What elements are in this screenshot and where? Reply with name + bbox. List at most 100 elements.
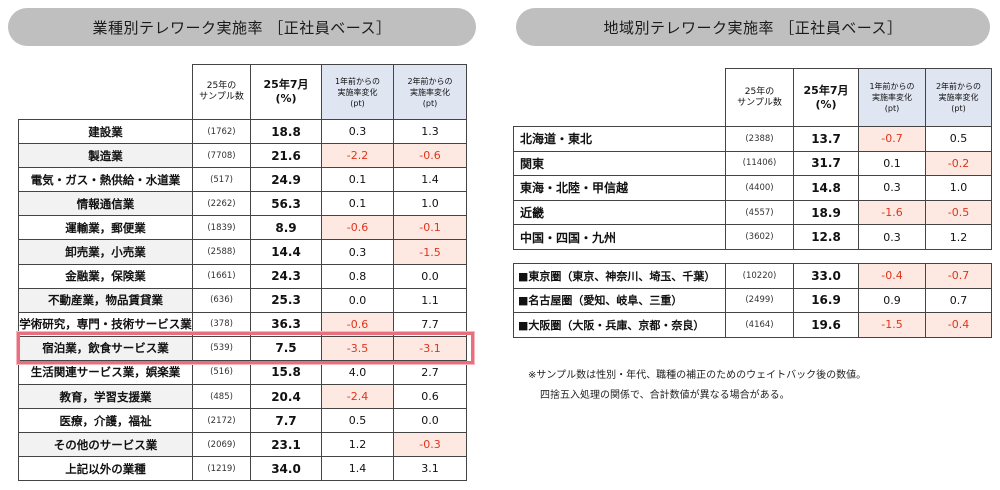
table-row: ■東京圏（東京、神奈川、埼玉、千葉） (10220) 33.0 -0.4 -0.7 <box>513 263 992 289</box>
change-2y: -0.5 <box>925 199 992 226</box>
header-sample: 25年の サンプル数 <box>725 68 794 127</box>
sample-count: (485) <box>192 384 251 410</box>
change-1y: -1.6 <box>858 199 926 226</box>
sample-count: (516) <box>192 359 251 386</box>
industry-table: 25年の サンプル数 25年7月 (%) 1年前からの 実施率変化 (pt) 2年前から… <box>18 64 467 482</box>
table-row: 生活関連サービス業，娯楽業 (516) 15.8 4.0 2.7 <box>18 359 467 386</box>
sample-count: (4400) <box>725 175 794 201</box>
change-2y: 2.7 <box>393 359 467 386</box>
table-row: 建設業 (1762) 18.8 0.3 1.3 <box>18 118 467 145</box>
change-2y: -0.2 <box>925 150 992 177</box>
change-1y: -0.4 <box>858 263 926 289</box>
change-1y: -1.5 <box>858 312 926 338</box>
row-label: ■大阪圏（大阪・兵庫、京都・奈良） <box>513 312 726 338</box>
rate-value: 25.3 <box>250 287 322 313</box>
sample-count: (517) <box>192 167 251 193</box>
sample-count: (539) <box>192 335 251 361</box>
table-row: 医療，介護，福祉 (2172) 7.7 0.5 0.0 <box>18 408 467 434</box>
table-row: その他のサービス業 (2069) 23.1 1.2 -0.3 <box>18 432 467 458</box>
sample-count: (378) <box>192 311 251 337</box>
sample-count: (1219) <box>192 456 251 482</box>
rate-value: 14.8 <box>793 175 859 201</box>
table-row: 教育，学習支援業 (485) 20.4 -2.4 0.6 <box>18 384 467 410</box>
change-2y: -0.6 <box>393 143 467 169</box>
row-label: 建設業 <box>18 118 193 145</box>
header-rate: 25年7月 (%) <box>250 64 322 120</box>
sample-count: (2262) <box>192 191 251 217</box>
change-2y: -0.1 <box>393 215 467 241</box>
row-label: 東海・北陸・甲信越 <box>513 175 726 201</box>
change-1y: -2.4 <box>321 384 394 410</box>
change-2y: 0.6 <box>393 384 467 410</box>
row-label: 金融業，保険業 <box>18 263 193 289</box>
row-label: 学術研究，専門・技術サービス業 <box>18 311 193 337</box>
change-2y: 1.0 <box>925 175 992 201</box>
sample-count: (10220) <box>725 263 794 289</box>
sample-count: (2588) <box>192 239 251 265</box>
change-1y: 0.3 <box>858 224 926 250</box>
change-1y: 1.4 <box>321 456 394 482</box>
change-2y: -0.3 <box>393 432 467 458</box>
sample-count: (2388) <box>725 126 794 152</box>
rate-value: 8.9 <box>250 215 322 241</box>
change-1y: 0.0 <box>321 287 394 313</box>
sample-count: (4557) <box>725 199 794 226</box>
row-label: 医療，介護，福祉 <box>18 408 193 434</box>
rate-value: 36.3 <box>250 311 322 337</box>
change-2y: -1.5 <box>393 239 467 265</box>
change-1y: 0.1 <box>858 150 926 177</box>
change-1y: 0.3 <box>321 118 394 145</box>
industry-table-title: 業種別テレワーク実施率 ［正社員ベース］ <box>8 8 476 46</box>
row-label: 関東 <box>513 150 726 177</box>
change-2y: 0.0 <box>393 263 467 289</box>
metro-table: ■東京圏（東京、神奈川、埼玉、千葉） (10220) 33.0 -0.4 -0.7 ■名古… <box>513 263 992 338</box>
change-1y: -3.5 <box>321 335 394 361</box>
region-table: 25年の サンプル数 25年7月 (%) 1年前からの 実施率変化 (pt) 2年前から… <box>513 68 992 250</box>
rate-value: 13.7 <box>793 126 859 152</box>
row-label: ■東京圏（東京、神奈川、埼玉、千葉） <box>513 263 726 289</box>
sample-count: (2172) <box>192 408 251 434</box>
rate-value: 31.7 <box>793 150 859 177</box>
header-rate: 25年7月 (%) <box>793 68 859 127</box>
table-row: 宿泊業，飲食サービス業 (539) 7.5 -3.5 -3.1 <box>18 335 467 361</box>
table-row: 金融業，保険業 (1661) 24.3 0.8 0.0 <box>18 263 467 289</box>
table-row: 中国・四国・九州 (3602) 12.8 0.3 1.2 <box>513 224 992 250</box>
sample-count: (1762) <box>192 118 251 145</box>
row-label: 北海道・東北 <box>513 126 726 152</box>
rate-value: 7.7 <box>250 408 322 434</box>
table-row: 上記以外の業種 (1219) 34.0 1.4 3.1 <box>18 456 467 482</box>
sample-count: (11406) <box>725 150 794 177</box>
rate-value: 20.4 <box>250 384 322 410</box>
change-2y: 0.7 <box>925 287 992 314</box>
change-2y: 1.3 <box>393 118 467 145</box>
header-change-2y: 2年前からの 実施率変化 (pt) <box>925 68 992 127</box>
sample-count: (1839) <box>192 215 251 241</box>
rate-value: 56.3 <box>250 191 322 217</box>
change-2y: 7.7 <box>393 311 467 337</box>
change-1y: 4.0 <box>321 359 394 386</box>
row-label: 生活関連サービス業，娯楽業 <box>18 359 193 386</box>
change-1y: -0.6 <box>321 311 394 337</box>
sample-count: (2069) <box>192 432 251 458</box>
change-1y: -0.7 <box>858 126 926 152</box>
rate-value: 18.9 <box>793 199 859 226</box>
footnote-2: 四捨五入処理の関係で、合計数値が異なる場合がある。 <box>540 390 790 401</box>
row-label: 宿泊業，飲食サービス業 <box>18 335 193 361</box>
change-2y: 0.5 <box>925 126 992 152</box>
table-row: ■名古屋圏（愛知、岐阜、三重） (2499) 16.9 0.9 0.7 <box>513 287 992 314</box>
rate-value: 24.3 <box>250 263 322 289</box>
rate-value: 19.6 <box>793 312 859 338</box>
change-1y: 0.1 <box>321 167 394 193</box>
row-label: 卸売業，小売業 <box>18 239 193 265</box>
change-1y: 0.1 <box>321 191 394 217</box>
header-blank <box>513 68 726 127</box>
row-label: 情報通信業 <box>18 191 193 217</box>
change-2y: 1.4 <box>393 167 467 193</box>
row-label: 中国・四国・九州 <box>513 224 726 250</box>
change-1y: -0.6 <box>321 215 394 241</box>
table-row: 関東 (11406) 31.7 0.1 -0.2 <box>513 150 992 177</box>
change-2y: -3.1 <box>393 335 467 361</box>
rate-value: 12.8 <box>793 224 859 250</box>
rate-value: 33.0 <box>793 263 859 289</box>
change-1y: 0.9 <box>858 287 926 314</box>
